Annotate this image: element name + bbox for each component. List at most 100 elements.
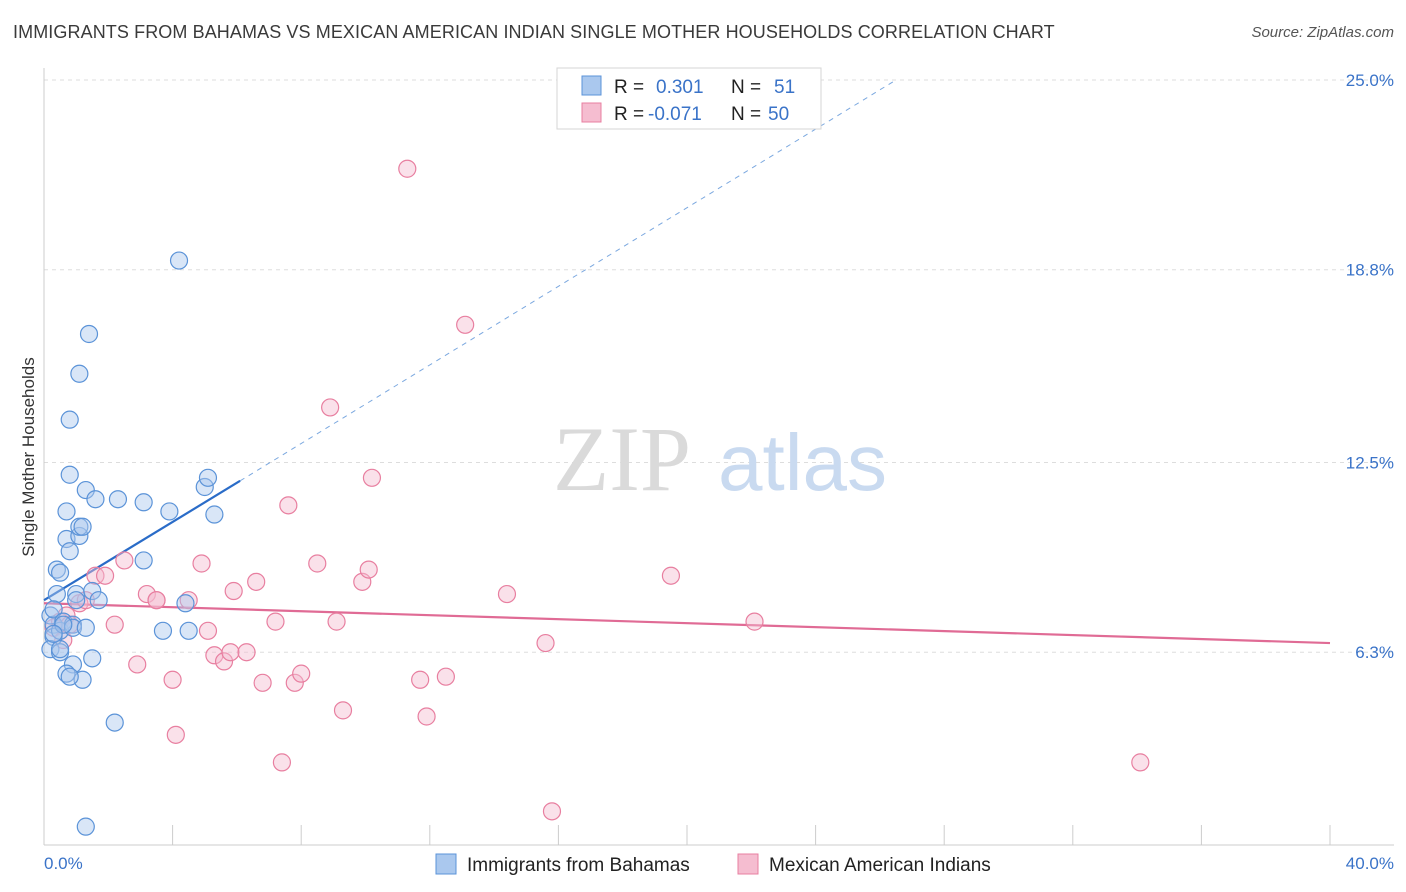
- data-point-pink: [221, 643, 240, 662]
- data-point-blue: [160, 502, 179, 521]
- data-point-blue: [76, 817, 95, 836]
- data-point-pink: [224, 581, 243, 601]
- data-point-pink: [456, 315, 475, 334]
- data-point-pink: [542, 802, 562, 821]
- data-point-pink: [497, 584, 517, 604]
- legend-r-value-1: 0.301: [656, 77, 704, 98]
- bottom-legend-swatch-blue: [435, 853, 457, 875]
- data-point-blue: [76, 618, 95, 637]
- data-point-pink: [327, 612, 346, 631]
- data-point-blue: [60, 542, 79, 561]
- data-point-blue: [47, 584, 66, 604]
- data-point-pink: [95, 566, 115, 585]
- data-point-pink: [198, 621, 218, 640]
- x-tick-label-max: 40.0%: [1346, 854, 1394, 873]
- legend-swatch-blue: [581, 75, 602, 96]
- data-point-pink: [536, 633, 555, 653]
- legend-n-label-1: N =: [731, 77, 761, 98]
- data-point-pink: [279, 496, 298, 515]
- data-point-pink: [362, 468, 382, 487]
- data-point-pink: [115, 551, 134, 570]
- data-point-blue: [153, 621, 173, 640]
- data-point-blue: [134, 551, 153, 570]
- trend-lines: [43, 79, 1331, 645]
- data-point-pink: [86, 566, 105, 585]
- data-point-pink: [179, 591, 198, 610]
- data-point-blue: [60, 667, 79, 686]
- data-point-pink: [166, 725, 185, 744]
- y-axis-label: Single Mother Households: [19, 357, 38, 556]
- legend-n-value-1: 51: [774, 77, 795, 98]
- data-point-blue: [76, 480, 95, 500]
- legend-swatch-pink: [581, 102, 602, 123]
- data-point-blue: [60, 465, 79, 484]
- data-point-blue: [54, 615, 73, 634]
- bottom-legend-label-blue: Immigrants from Bahamas: [467, 855, 690, 876]
- bottom-legend: Immigrants from Bahamas Mexican American…: [435, 853, 991, 876]
- data-point-pink: [147, 591, 166, 610]
- data-point-pink: [398, 159, 417, 178]
- data-point-pink: [1131, 753, 1150, 772]
- trend-line-bahamas: [43, 479, 241, 602]
- data-point-pink: [417, 707, 436, 726]
- data-point-blue: [198, 468, 218, 487]
- data-point-blue: [60, 410, 79, 429]
- legend-box: R = 0.301 N = 51 R = -0.071 N = 50: [556, 67, 822, 130]
- data-point-pink: [308, 554, 327, 573]
- data-point-pink: [661, 566, 681, 585]
- data-point-blue: [108, 490, 128, 509]
- data-point-pink: [745, 612, 764, 631]
- data-point-pink: [253, 673, 272, 692]
- data-point-pink: [436, 667, 455, 686]
- data-point-pink: [214, 652, 234, 671]
- data-point-pink: [105, 615, 124, 634]
- chart-title: IMMIGRANTS FROM BAHAMAS VS MEXICAN AMERI…: [13, 22, 1055, 42]
- x-tick-label-min: 0.0%: [44, 854, 83, 873]
- data-point-blue: [86, 490, 105, 509]
- data-point-blue: [205, 505, 224, 524]
- data-point-pink: [163, 670, 182, 689]
- data-point-blue: [50, 563, 70, 582]
- series-immigrants-from-bahamas: [41, 251, 224, 836]
- data-point-pink: [237, 643, 256, 662]
- data-point-blue: [57, 664, 76, 683]
- source-label: Source: ZipAtlas.com: [1251, 24, 1394, 41]
- data-point-blue: [44, 624, 63, 643]
- y-tick-label: 18.8%: [1346, 261, 1394, 280]
- bottom-legend-label-pink: Mexican American Indians: [769, 855, 991, 876]
- bottom-legend-swatch-pink: [737, 853, 759, 875]
- series-mexican-american-indians: [44, 159, 1150, 821]
- legend-r-label-2: R =: [614, 104, 644, 125]
- data-point-blue: [169, 251, 189, 270]
- data-point-pink: [359, 560, 378, 579]
- data-point-blue: [89, 591, 108, 610]
- data-point-pink: [76, 591, 95, 610]
- data-point-pink: [411, 670, 430, 689]
- watermark-zip: ZIP: [553, 408, 691, 510]
- watermark: ZIP atlas: [553, 408, 887, 510]
- data-point-pink: [272, 753, 292, 772]
- y-tick-label: 12.5%: [1346, 454, 1394, 473]
- legend-r-label-1: R =: [614, 77, 644, 98]
- data-point-blue: [67, 591, 86, 610]
- data-point-blue: [79, 324, 99, 344]
- data-point-pink: [137, 584, 156, 604]
- data-point-pink: [285, 673, 304, 692]
- data-point-pink: [292, 664, 311, 683]
- data-point-pink: [266, 612, 285, 631]
- data-point-pink: [333, 701, 353, 720]
- data-point-blue: [57, 502, 76, 521]
- grid-lines: [44, 79, 1394, 653]
- watermark-atlas: atlas: [718, 418, 887, 507]
- y-tick-labels: 6.3% 12.5% 18.8% 25.0%: [1346, 71, 1394, 662]
- data-point-blue: [50, 640, 70, 659]
- data-point-blue: [47, 560, 66, 579]
- data-point-pink: [321, 398, 340, 417]
- legend-n-value-2: 50: [768, 104, 789, 125]
- trend-line-mexican-american-indians: [43, 602, 1331, 645]
- data-point-blue: [176, 594, 195, 613]
- y-tick-label: 6.3%: [1355, 643, 1394, 662]
- data-point-blue: [134, 493, 153, 512]
- legend-n-label-2: N =: [731, 104, 761, 125]
